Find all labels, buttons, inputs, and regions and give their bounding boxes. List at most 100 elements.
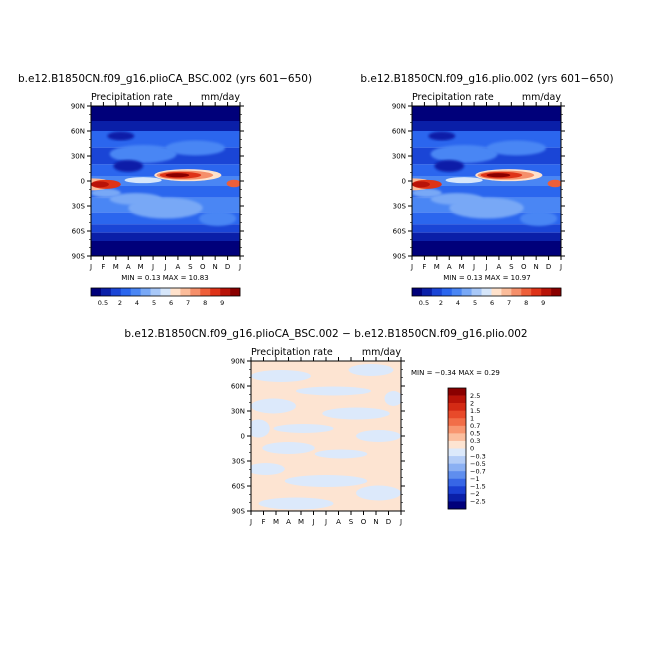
- y-tick-label: 30N: [231, 408, 245, 416]
- colorbar-label: −0.5: [470, 460, 486, 468]
- colorbar-swatch: [120, 288, 132, 296]
- colorbar-swatch: [421, 288, 433, 296]
- x-tick-label: S: [188, 263, 193, 271]
- x-tick-label: J: [249, 518, 252, 526]
- panel-right-units: mm/day: [522, 92, 562, 103]
- precip-contour: [107, 131, 135, 141]
- precip-contour: [520, 211, 558, 226]
- panel-diff-y-axis: 90N 60N 30N 0 30S 60S 90S: [231, 358, 405, 516]
- panel-left-stats: MIN = 0.13 MAX = 10.83: [121, 274, 208, 282]
- itcz-contour: [547, 179, 561, 188]
- x-tick-label: J: [151, 263, 154, 271]
- panel-left-title: b.e12.B1850CN.f09_g16.plioCA_BSC.002 (yr…: [18, 73, 312, 85]
- itcz-contour: [412, 181, 430, 188]
- y-tick-label: 30S: [72, 203, 86, 211]
- panel-left-units: mm/day: [201, 92, 241, 103]
- colorbar-label: 9: [220, 299, 224, 307]
- colorbar-label: −1: [470, 475, 480, 483]
- colorbar-label: 1: [470, 414, 474, 422]
- x-tick-label: J: [399, 518, 402, 526]
- lat-band: [91, 164, 240, 176]
- colorbar-swatch: [448, 410, 466, 419]
- y-tick-label: 30S: [393, 203, 407, 211]
- panel-diff: b.e12.B1850CN.f09_g16.plioCA_BSC.002 − b…: [124, 328, 527, 526]
- diff-contour: [251, 463, 285, 475]
- diff-contour: [251, 370, 311, 382]
- y-tick-label: 60S: [72, 228, 86, 236]
- colorbar-swatch: [140, 288, 151, 296]
- colorbar-swatch: [521, 288, 532, 296]
- colorbar-swatch: [180, 288, 191, 296]
- panel-right-y-axis: 90N 60N 30N 0 30S 60S 90S: [392, 103, 565, 261]
- colorbar-label: 8: [203, 299, 207, 307]
- x-tick-label: N: [534, 263, 539, 271]
- colorbar-label: 5: [152, 299, 156, 307]
- itcz-contour: [226, 179, 240, 188]
- colorbar-swatch: [461, 288, 472, 296]
- colorbar-swatch: [170, 288, 181, 296]
- colorbar-swatch: [160, 288, 171, 296]
- colorbar-label: 0: [470, 445, 474, 453]
- x-tick-label: F: [261, 518, 265, 526]
- colorbar-label: 5: [473, 299, 477, 307]
- diff-contour: [251, 398, 296, 414]
- colorbar-swatch: [531, 288, 542, 296]
- panel-diff-field: [251, 361, 401, 511]
- y-tick-label: 90S: [72, 253, 86, 261]
- diff-contour: [314, 449, 368, 459]
- x-tick-label: N: [373, 518, 378, 526]
- y-tick-label: 0: [81, 178, 85, 186]
- diff-contour: [251, 419, 270, 438]
- precip-contour: [430, 193, 483, 205]
- y-tick-label: 30N: [71, 153, 85, 161]
- panel-left-colorbar: 0.5 2 4 5 6 7 8 9: [90, 287, 241, 307]
- colorbar-swatch: [230, 288, 241, 296]
- x-tick-label: J: [559, 263, 562, 271]
- y-tick-label: 60S: [393, 228, 407, 236]
- x-tick-label: M: [298, 518, 304, 526]
- precip-contour: [165, 140, 226, 156]
- x-tick-label: J: [89, 263, 92, 271]
- diff-contour: [258, 497, 334, 510]
- precip-contour: [109, 145, 177, 163]
- precip-contour: [113, 160, 144, 172]
- precip-contour: [430, 145, 498, 163]
- colorbar-label: 4: [135, 299, 139, 307]
- panel-left-y-axis: 90N 60N 30N 0 30S 60S 90S: [71, 103, 244, 261]
- colorbar-swatch: [448, 425, 466, 434]
- colorbar-swatch: [220, 288, 231, 296]
- panel-right: b.e12.B1850CN.f09_g16.plio.002 (yrs 601−…: [360, 73, 613, 307]
- x-tick-label: M: [459, 263, 465, 271]
- x-tick-label: M: [434, 263, 440, 271]
- panel-right-field: [412, 106, 561, 256]
- colorbar-label: 0.7: [470, 422, 480, 430]
- lat-band: [91, 232, 240, 241]
- colorbar-swatch: [441, 288, 453, 296]
- lat-band: [91, 224, 240, 233]
- colorbar-swatch: [448, 403, 466, 411]
- colorbar-label: 1.5: [470, 407, 480, 415]
- x-tick-label: D: [546, 263, 551, 271]
- colorbar-swatch: [200, 288, 211, 296]
- y-tick-label: 90N: [71, 103, 85, 111]
- panel-right-colorbar: 0.5 2 4 5 6 7 8 9: [411, 287, 562, 307]
- colorbar-label: 0.5: [470, 430, 480, 438]
- diff-contour: [322, 407, 390, 420]
- y-tick-label: 60N: [231, 383, 245, 391]
- y-tick-label: 60S: [232, 483, 246, 491]
- colorbar-swatch: [100, 288, 112, 296]
- diff-contour: [384, 391, 401, 406]
- panel-right-subtitle: Precipitation rate: [412, 92, 494, 103]
- panel-left-subtitle: Precipitation rate: [91, 92, 173, 103]
- lat-band: [412, 224, 561, 233]
- lat-band: [412, 241, 561, 256]
- lat-band: [412, 186, 561, 198]
- colorbar-label: 2: [439, 299, 443, 307]
- colorbar-label: −0.7: [470, 467, 486, 475]
- y-tick-label: 30S: [232, 458, 246, 466]
- colorbar-swatch: [448, 478, 466, 487]
- x-tick-label: N: [213, 263, 218, 271]
- colorbar-swatch: [110, 288, 122, 296]
- y-tick-label: 90S: [232, 508, 246, 516]
